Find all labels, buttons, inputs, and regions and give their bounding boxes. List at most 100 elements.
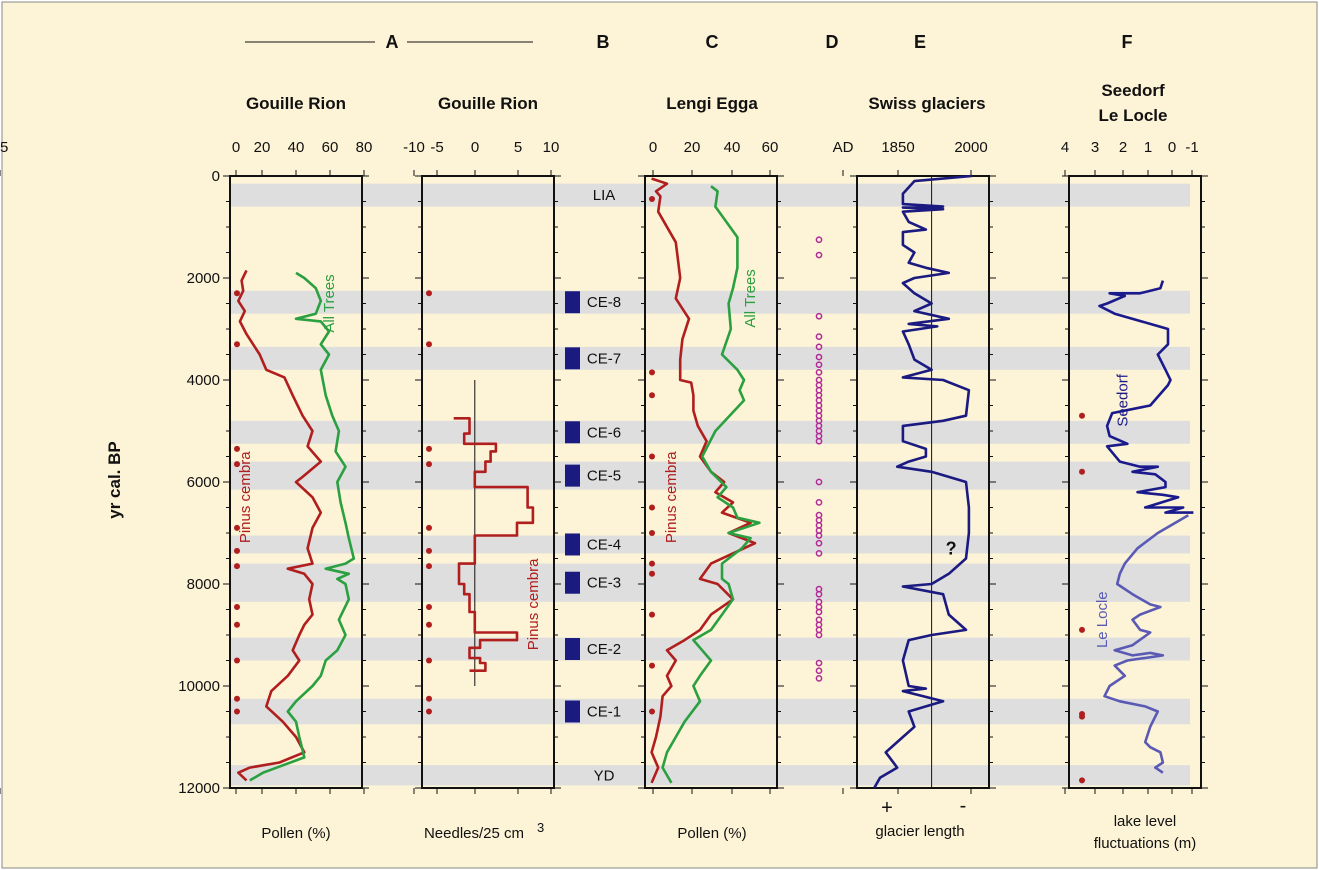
x-tick-label-lakes: 3 (1091, 139, 1099, 156)
event-marker-CE-4 (565, 533, 580, 556)
x-tick-label-needles_gouille: -10 (403, 139, 425, 156)
x-tick-label-pollen_gouille: 40 (288, 139, 305, 156)
x-tick-label-pollen_lengi: 40 (724, 139, 741, 156)
radiocarbon-date-dot (815, 353, 823, 361)
sample-dot-pollen_lengi (649, 560, 655, 567)
radiocarbon-date-dot (815, 236, 823, 244)
x-tick-label-glaciers: 2000 (954, 139, 987, 156)
event-label-CE-2: CE-2 (587, 641, 621, 658)
y-tick-label: 8000 (187, 576, 220, 593)
radiocarbon-date-dot (815, 550, 823, 557)
glacier-plus-sign: + (881, 797, 893, 819)
x-tick-label-lakes: -1 (1185, 139, 1198, 156)
series-lakes-le-locle (1103, 514, 1189, 774)
x-tick-label-pollen_gouille: 20 (254, 139, 271, 156)
x-label-lake-fluctuations: fluctuations (m) (1094, 835, 1197, 852)
band-CE-7 (230, 346, 1190, 370)
band-LIA (230, 183, 1190, 207)
radiocarbon-date-dot (815, 499, 823, 506)
sample-dot-pollen_gouille (234, 563, 240, 570)
y-axis-label: yr cal. BP (105, 441, 124, 519)
series-lakes-seedorf (1098, 280, 1194, 514)
x-tick-label-needles_gouille: 0 (471, 139, 479, 156)
event-label-YD: YD (594, 767, 615, 784)
curve-label-needles_gouille-pinus-cembra: Pinus cembra (525, 558, 542, 650)
event-label-CE-3: CE-3 (587, 575, 621, 592)
event-label-CE-8: CE-8 (587, 294, 621, 311)
y-tick-label: 2000 (187, 270, 220, 287)
x-label-needles: Needles/25 cm (424, 825, 524, 842)
sample-dot-needles_gouille (426, 563, 432, 570)
sample-dot-lakes (1079, 713, 1085, 720)
sample-dot-pollen_lengi (649, 453, 655, 460)
x-tick-label-needles_gouille: 15 (0, 139, 8, 156)
sample-dot-lakes (1079, 412, 1085, 419)
series-pollen_lengi-pinus-cembra (650, 177, 757, 784)
x-label-needles-superscript: 3 (537, 820, 544, 835)
radiocarbon-date-dot (815, 667, 823, 675)
event-marker-CE-1 (565, 700, 580, 723)
series-pollen_lengi-all-trees (661, 185, 761, 784)
panel-title-seedorf: Seedorf (1101, 81, 1165, 100)
sample-dot-needles_gouille (426, 341, 432, 348)
x-tick-label-lakes: 1 (1144, 139, 1152, 156)
radiocarbon-date-dot (815, 659, 823, 667)
event-marker-CE-7 (565, 347, 580, 370)
radiocarbon-date-dot (815, 608, 823, 616)
sample-dot-needles_gouille (426, 524, 432, 531)
y-tick-label: 4000 (187, 372, 220, 389)
sample-dot-pollen_lengi (649, 195, 655, 202)
band-YD (230, 765, 1190, 786)
series-needles_gouille-pinus-cembra (453, 416, 535, 673)
x-tick-label-pollen_gouille: 80 (356, 139, 373, 156)
sample-dot-pollen_lengi (649, 570, 655, 577)
sample-dot-pollen_gouille (234, 461, 240, 468)
band-CE-5 (230, 461, 1190, 490)
event-label-LIA: LIA (593, 187, 616, 204)
sample-dot-needles_gouille (426, 547, 432, 554)
event-marker-CE-6 (565, 421, 580, 444)
panel-title-needles-gouille: Gouille Rion (438, 94, 538, 113)
data-layer (234, 174, 1194, 789)
panel-frames (0, 170, 1208, 794)
x-tick-label-needles_gouille: -5 (430, 139, 443, 156)
event-label-CE-4: CE-4 (587, 536, 621, 553)
radiocarbon-date-dot (815, 590, 823, 598)
sample-dot-pollen_gouille (234, 547, 240, 554)
sample-dot-lakes (1079, 626, 1085, 633)
sample-dot-pollen_gouille (234, 708, 240, 715)
column-letter-C: C (706, 32, 719, 52)
sample-dot-needles_gouille (426, 603, 432, 610)
sample-dot-needles_gouille (426, 290, 432, 297)
panel-title-pollen-gouille: Gouille Rion (246, 94, 346, 113)
sample-dot-needles_gouille (426, 695, 432, 702)
band-CE-8 (230, 290, 1190, 314)
curve-label-pollen_lengi-pinus-cembra: Pinus cembra (663, 451, 680, 543)
x-label-pollen-gouille: Pollen (%) (261, 825, 330, 842)
x-tick-label-pollen_gouille: 0 (232, 139, 240, 156)
x-label-pollen-lengi: Pollen (%) (677, 825, 746, 842)
panel-title-glaciers: Swiss glaciers (868, 94, 985, 113)
column-letter-A: A (386, 32, 399, 52)
sample-dot-pollen_gouille (234, 341, 240, 348)
column-letter-D: D (826, 32, 839, 52)
event-marker-CE-2 (565, 638, 580, 661)
sample-dot-pollen_lengi (649, 392, 655, 399)
sample-dot-pollen_lengi (649, 530, 655, 536)
sample-dot-pollen_gouille (234, 524, 240, 531)
radiocarbon-date-dot (815, 437, 823, 445)
sample-dot-pollen_lengi (649, 369, 655, 376)
radiocarbon-date-dot (815, 312, 823, 320)
y-tick-label: 10000 (178, 678, 220, 695)
radiocarbon-date-dot (815, 478, 823, 486)
x-label-glacier: glacier length (875, 823, 964, 840)
glacier-minus-sign: - (960, 795, 967, 817)
sample-dot-needles_gouille (426, 445, 432, 452)
sample-dot-pollen_gouille (234, 695, 240, 702)
curve-label-pollen_gouille-all-trees: All Trees (321, 274, 338, 332)
event-label-CE-6: CE-6 (587, 424, 621, 441)
event-marker-CE-8 (565, 291, 580, 314)
radiocarbon-date-dot (815, 369, 823, 376)
